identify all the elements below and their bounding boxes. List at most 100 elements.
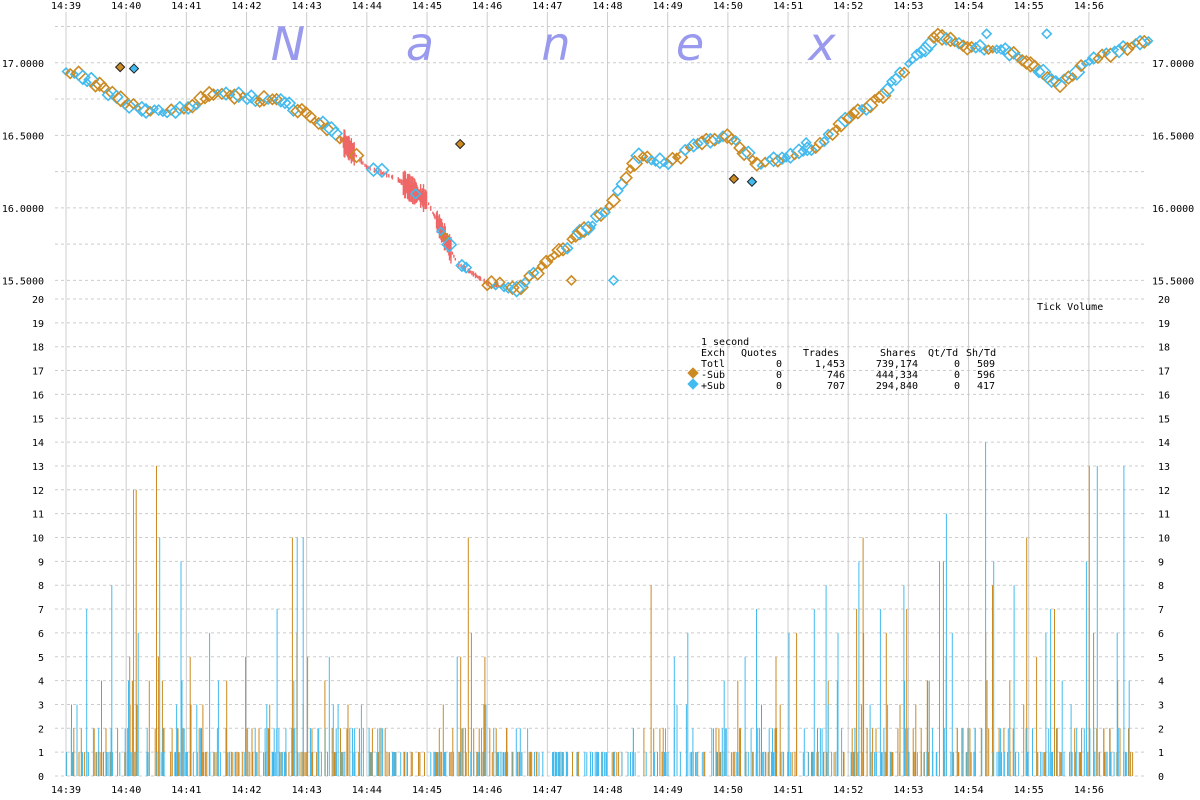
volume-tick-label-right: 2 <box>1158 724 1164 735</box>
minus-sub-trade-marker <box>566 234 577 245</box>
plus-sub-trade-marker <box>1143 35 1154 46</box>
x-tick-label-bottom: 14:48 <box>592 785 622 796</box>
legend-cell: 0 <box>954 359 960 370</box>
x-tick-label-bottom: 14:54 <box>953 785 983 796</box>
x-tick-label-top: 14:47 <box>532 1 562 12</box>
volume-tick-label-left: 3 <box>38 700 44 711</box>
legend-header: Quotes <box>741 348 777 359</box>
nbbo-band <box>339 129 499 288</box>
volume-tick-label-left: 2 <box>38 724 44 735</box>
legend-cell: 417 <box>977 381 995 392</box>
plus-sub-trade-marker <box>903 59 913 69</box>
minus-sub-trade-marker <box>1074 58 1088 73</box>
legend-cell: 294,840 <box>876 381 918 392</box>
minus-sub-trade-marker <box>694 135 710 151</box>
volume-tick-label-right: 12 <box>1158 486 1170 497</box>
plus-sub-trade-marker <box>805 143 818 157</box>
plus-sub-trade-marker <box>969 41 982 54</box>
price-tick-label-left: 16.5000 <box>2 131 44 142</box>
plus-sub-trade-marker <box>939 31 954 46</box>
volume-tick-label-right: 11 <box>1158 510 1170 521</box>
minus-sub-legend-swatch <box>687 367 699 379</box>
minus-sub-trade-marker <box>88 79 103 93</box>
minus-sub-trade-marker <box>771 154 785 168</box>
watermark-letter: a <box>406 17 434 71</box>
minus-sub-trade-marker <box>625 164 636 175</box>
price-tick-label-left: 16.0000 <box>2 204 44 215</box>
x-tick-label-bottom: 14:40 <box>111 785 141 796</box>
plus-sub-trade-marker <box>152 104 165 117</box>
minus-sub-trade-marker <box>536 260 548 272</box>
x-tick-label-top: 14:44 <box>352 1 382 12</box>
plus-sub-trade-marker <box>374 162 390 179</box>
volume-tick-label-right: 20 <box>1158 295 1170 306</box>
minus-sub-trade-marker <box>736 145 752 162</box>
minus-sub-trade-marker <box>530 266 545 281</box>
minus-sub-trade-marker <box>493 276 506 289</box>
plus-sub-trade-marker <box>240 92 254 106</box>
plus-sub-trade-marker <box>991 44 1002 55</box>
plus-sub-trade-marker <box>1084 56 1095 67</box>
minus-sub-trade-marker <box>831 124 842 134</box>
plus-sub-trade-marker <box>121 98 137 115</box>
minus-sub-trade-marker <box>319 121 335 137</box>
volume-tick-label-left: 7 <box>38 605 44 616</box>
x-tick-label-top: 14:50 <box>713 1 743 12</box>
plus-sub-outlier-marker <box>800 136 812 149</box>
x-tick-label-top: 14:55 <box>1014 1 1044 12</box>
legend-cell: 0 <box>954 381 960 392</box>
volume-tick-label-left: 18 <box>32 343 44 354</box>
price-tick-label-right: 16.5000 <box>1152 131 1194 142</box>
volume-tick-label-right: 5 <box>1158 653 1164 664</box>
minus-sub-trade-marker <box>665 151 680 167</box>
price-tick-label-left: 15.5000 <box>2 276 44 287</box>
volume-tick-label-left: 16 <box>32 390 44 401</box>
plus-sub-trade-marker <box>716 130 730 143</box>
volume-tick-label-right: 3 <box>1158 700 1164 711</box>
minus-sub-trade-marker <box>898 66 911 79</box>
minus-sub-trade-marker <box>790 151 800 161</box>
x-tick-label-top: 14:43 <box>292 1 322 12</box>
minus-sub-trade-marker <box>481 279 494 292</box>
volume-tick-label-left: 0 <box>38 772 44 783</box>
plus-sub-trade-marker <box>580 220 596 236</box>
x-tick-label-top: 14:45 <box>412 1 442 12</box>
x-axis-bottom: 14:39 14:40 14:41 14:42 14:43 14:44 14:45 14:46… <box>51 785 1104 796</box>
minus-sub-trade-marker <box>942 31 959 48</box>
x-tick-label-top: 14:52 <box>833 1 863 12</box>
minus-sub-trade-marker <box>334 135 345 145</box>
price-tick-label-left: 17.0000 <box>2 59 44 70</box>
volume-tick-label-right: 6 <box>1158 629 1164 640</box>
x-tick-label-top: 14:53 <box>893 1 923 12</box>
plus-sub-trade-marker <box>859 101 874 117</box>
legend-cell: 1,453 <box>815 359 845 370</box>
plus-sub-outlier-marker <box>128 63 140 74</box>
plus-sub-trade-marker <box>799 141 815 157</box>
minus-sub-trade-marker <box>254 96 266 108</box>
plus-sub-outlier-marker <box>1041 28 1053 40</box>
watermark-letter: x <box>806 17 836 71</box>
volume-tick-label-right: 15 <box>1158 414 1170 425</box>
plus-sub-trade-marker <box>571 223 589 241</box>
plus-sub-trade-marker <box>441 236 458 253</box>
plus-sub-trade-marker <box>979 46 990 56</box>
x-axis-top: 14:39 14:40 14:41 14:42 14:43 14:44 14:45 14:46… <box>51 1 1104 12</box>
plus-sub-trade-marker <box>278 96 292 110</box>
volume-tick-label-left: 8 <box>38 581 44 592</box>
x-tick-label-bottom: 14:43 <box>292 785 322 796</box>
plus-sub-trade-marker <box>192 101 202 111</box>
legend-cell: +Sub <box>701 381 725 392</box>
plus-sub-trade-marker <box>599 206 611 219</box>
volume-tick-label-left: 15 <box>32 414 44 425</box>
plus-sub-trade-marker <box>508 280 526 298</box>
minus-sub-trade-marker <box>1096 48 1108 60</box>
volume-tick-label-left: 19 <box>32 319 44 330</box>
minus-sub-trade-marker <box>813 136 827 150</box>
volume-tick-label-right: 8 <box>1158 581 1164 592</box>
plus-sub-trade-marker <box>888 72 903 87</box>
plus-sub-trade-marker <box>262 94 274 106</box>
legend-cell: 444,334 <box>876 370 918 381</box>
plus-sub-outlier-marker <box>607 274 620 287</box>
